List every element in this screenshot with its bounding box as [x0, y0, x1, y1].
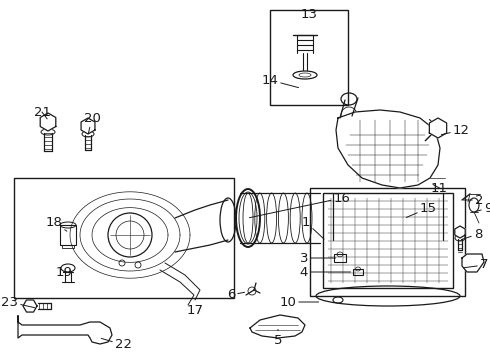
- Bar: [62, 245, 74, 248]
- Polygon shape: [81, 118, 95, 134]
- Bar: [353, 269, 363, 275]
- Text: 12: 12: [441, 123, 470, 136]
- Polygon shape: [462, 254, 484, 272]
- Bar: [334, 255, 346, 262]
- Text: 1: 1: [301, 216, 324, 239]
- Polygon shape: [250, 315, 305, 338]
- Text: 8: 8: [461, 228, 482, 240]
- Text: 2: 2: [464, 194, 484, 207]
- Polygon shape: [18, 316, 112, 344]
- Text: 22: 22: [101, 338, 132, 351]
- Text: 14: 14: [261, 73, 298, 87]
- Text: 19: 19: [55, 266, 72, 279]
- Bar: [310, 188, 465, 296]
- Polygon shape: [336, 110, 440, 188]
- Text: 11: 11: [431, 181, 448, 194]
- Text: 4: 4: [299, 266, 351, 279]
- Bar: [14, 178, 234, 298]
- Polygon shape: [455, 226, 465, 238]
- Text: 21: 21: [33, 105, 50, 119]
- Text: 6: 6: [227, 288, 245, 302]
- Bar: [60, 225, 76, 245]
- Text: 13: 13: [300, 9, 318, 22]
- Text: 9: 9: [475, 202, 490, 215]
- Text: 16: 16: [249, 192, 350, 218]
- Polygon shape: [23, 300, 37, 312]
- Text: 20: 20: [84, 112, 100, 134]
- Text: 15: 15: [406, 202, 437, 217]
- Bar: [270, 10, 348, 105]
- Text: 18: 18: [45, 216, 67, 231]
- Polygon shape: [429, 118, 447, 138]
- Polygon shape: [40, 113, 56, 131]
- Text: 17: 17: [187, 303, 203, 316]
- Bar: [323, 193, 453, 288]
- Text: 10: 10: [279, 296, 318, 309]
- Text: 23: 23: [1, 296, 35, 309]
- Text: 3: 3: [299, 252, 336, 265]
- Text: 5: 5: [274, 329, 282, 346]
- Text: 7: 7: [464, 258, 489, 271]
